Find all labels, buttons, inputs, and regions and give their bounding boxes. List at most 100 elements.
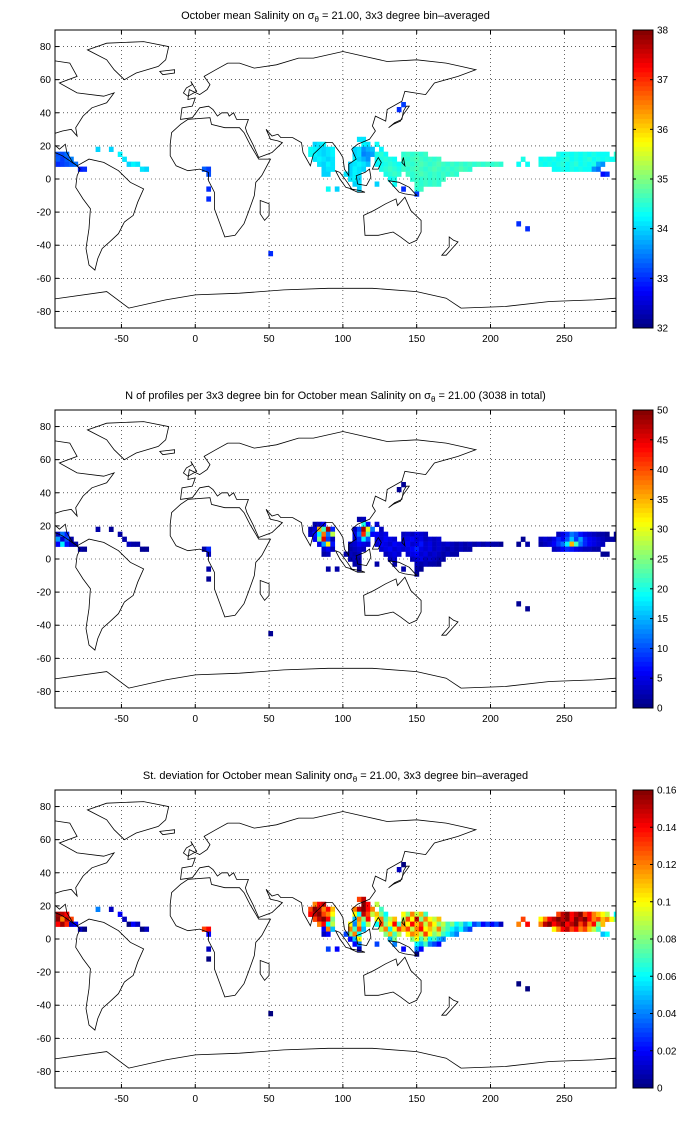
y-tick-label: -60 [37,1034,52,1045]
bin-cell [317,921,322,927]
colorbar-step [633,869,653,875]
coastline [440,616,459,636]
x-tick-label: 150 [408,1094,425,1105]
bin-cell [565,161,570,167]
bin-cell [370,526,375,532]
bin-cell [55,536,61,542]
bin-cell [436,551,442,557]
colorbar-tick-label: 15 [657,614,669,625]
bin-cell [365,921,371,927]
colorbar-step [633,962,653,968]
bin-cell [392,931,398,937]
bin-cell [578,156,584,162]
colorbar-step [633,244,653,250]
bin-cell [401,102,406,108]
bin-cell [432,916,437,922]
y-tick-label: 60 [40,455,52,466]
coastline [363,956,422,1005]
bin-cell [418,176,424,182]
colorbar-step [633,113,653,119]
bin-cell [418,926,424,932]
bin-cell [485,161,491,167]
bin-cell [560,531,566,537]
bin-cell [414,536,420,542]
bin-cell [449,161,455,167]
bin-cell [144,546,150,552]
bin-cell [578,926,584,932]
bin-cell [370,151,375,157]
bin-cell [356,916,362,922]
bin-cell [538,536,544,542]
colorbar-step [633,652,653,658]
bin-cell [405,156,411,162]
bin-cell [352,936,358,942]
colorbar-step [633,433,653,439]
bin-cell [573,161,579,167]
colorbar-step [633,790,653,796]
bin-cell [379,156,384,162]
y-tick-label: 80 [40,42,52,53]
bin-cell [352,526,358,532]
bin-cell [325,541,331,547]
bin-cell [596,536,601,542]
bin-cell [321,931,327,937]
coastline [182,81,198,97]
bin-cell [356,516,362,523]
bin-cell [383,541,389,547]
bin-cell [396,931,402,937]
bin-cell [95,906,101,912]
colorbar-step [633,109,653,115]
bin-cell [591,541,597,547]
bin-cell [325,546,331,552]
coastline [387,560,418,577]
bin-cell [374,181,380,187]
bin-cell [201,926,207,932]
bin-cell [352,551,358,557]
bin-cell [604,536,610,542]
colorbar-step [633,600,653,606]
bin-cell [135,921,141,927]
bin-cell [454,546,460,552]
bin-cell [317,906,322,912]
bin-cell [441,171,446,177]
bin-cell [374,141,380,148]
bin-cell [348,551,353,557]
bin-cell [600,531,606,537]
bin-cell [538,156,544,162]
bin-cell [578,531,584,537]
x-tick-label: 250 [556,1094,573,1105]
bin-cell [418,546,424,552]
colorbar-tick-label: 30 [657,525,669,536]
colorbar-step [633,911,653,917]
bin-cell [582,156,588,162]
bin-cell [64,161,70,167]
bin-cell [317,521,322,528]
bin-cell [405,926,411,932]
bin-cell [64,151,70,157]
colorbar-step [633,952,653,959]
title-symbol: σ [424,390,431,402]
bin-cell [414,556,420,562]
colorbar-step [633,1032,653,1038]
coastline [355,928,372,947]
colorbar-step [633,859,653,865]
bin-cell [604,931,610,937]
bin-cell [392,936,398,942]
bin-cell [330,536,336,542]
bin-cell [445,541,451,547]
colorbar-step [633,95,653,101]
bin-cell [410,171,415,177]
bin-cell [582,536,588,542]
bin-cell [356,541,362,547]
bin-cell [436,546,442,552]
y-tick-label: 40 [40,488,52,499]
bin-cell [139,926,145,932]
bin-cell [365,901,371,908]
colorbar-step [633,1022,653,1028]
colorbar-step [633,1078,653,1084]
bin-cell [206,926,212,932]
bin-cell [423,536,429,542]
bin-cell [445,551,451,557]
coastline [75,918,145,1031]
colorbar-step [633,817,653,823]
